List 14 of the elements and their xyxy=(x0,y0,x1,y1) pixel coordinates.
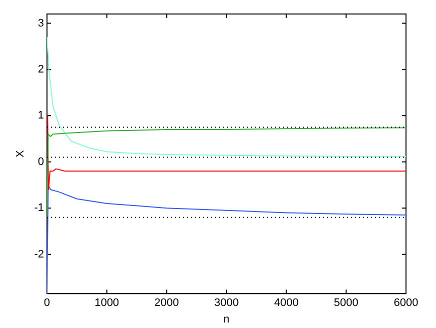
y-tick-label: 0 xyxy=(38,156,44,168)
y-tick-label: 1 xyxy=(38,110,44,122)
y-tick-label: -1 xyxy=(34,202,44,214)
x-axis-title: n xyxy=(223,313,230,326)
x-tick-label: 4000 xyxy=(274,297,299,310)
y-axis-title: X xyxy=(14,149,27,158)
x-tick-label: 6000 xyxy=(394,297,418,310)
y-tick-label: 2 xyxy=(38,63,44,76)
x-tick-label: 3000 xyxy=(214,297,239,310)
y-tick-label: 3 xyxy=(38,17,44,30)
x-tick-label: 1000 xyxy=(94,297,120,310)
x-tick-label: 2000 xyxy=(154,297,179,310)
x-tick-label: 5000 xyxy=(334,297,358,310)
y-tick-label: -2 xyxy=(34,248,44,260)
